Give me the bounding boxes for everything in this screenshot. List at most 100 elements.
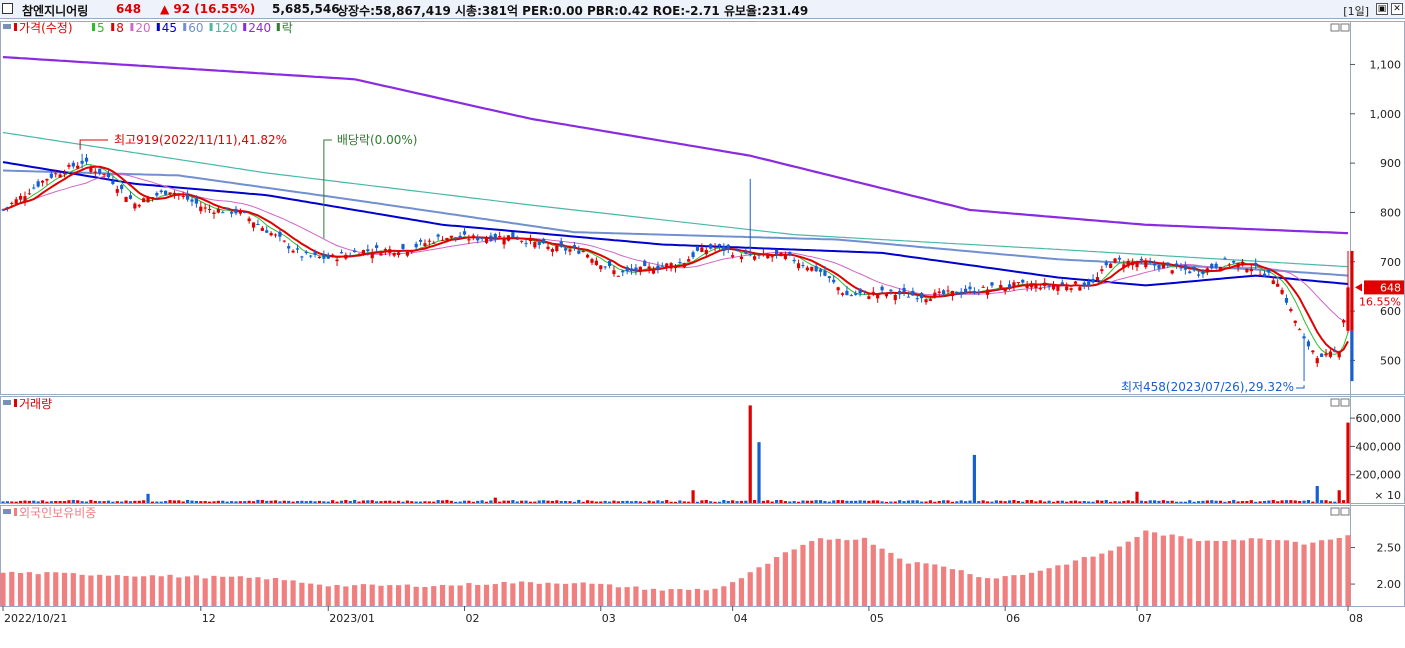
volume-bar	[471, 501, 475, 503]
volume-bar	[520, 500, 524, 503]
foreign-ratio-bar	[941, 566, 947, 606]
candle-body	[410, 250, 414, 252]
candle-body	[331, 254, 335, 257]
candle-body	[111, 180, 115, 184]
foreign-ratio-bar	[404, 584, 410, 606]
volume-bar	[1306, 500, 1311, 503]
volume-bar	[159, 501, 163, 503]
candle-body	[256, 223, 260, 225]
candle-body	[251, 222, 256, 228]
foreign-ratio-bar	[35, 574, 41, 606]
foreign-ratio-bar	[1169, 534, 1175, 606]
volume-bar	[207, 501, 212, 503]
candle-body	[1324, 353, 1328, 356]
candle-body	[23, 196, 27, 202]
candle-body	[471, 235, 475, 237]
volume-bar	[915, 500, 919, 503]
candle-body	[564, 248, 568, 251]
volume-bar	[313, 501, 317, 503]
price-y-tick-label: 700	[1380, 256, 1401, 269]
foreign-ratio-bar	[958, 570, 964, 606]
volume-bar	[269, 500, 273, 503]
period-selector[interactable]: [1일]	[1343, 5, 1369, 18]
volume-bar	[1276, 501, 1280, 503]
select-checkbox[interactable]	[2, 3, 13, 14]
volume-bar	[682, 501, 686, 503]
candle-body	[1056, 285, 1060, 291]
foreign-ratio-bar	[791, 549, 797, 606]
volume-bar	[1289, 500, 1293, 503]
candle-body	[1082, 282, 1086, 287]
current-price-pointer	[1355, 283, 1362, 292]
candle-body	[84, 157, 89, 162]
candle-body	[766, 255, 770, 259]
candle-body	[889, 289, 893, 291]
volume-bar	[1065, 501, 1069, 503]
volume-bar	[594, 501, 598, 503]
candle-body	[1320, 353, 1324, 357]
foreign-panel-title: 외국인보유비중	[19, 506, 96, 520]
ma45-line	[2, 161, 1349, 287]
candle-body	[968, 286, 972, 290]
candle-body	[458, 235, 462, 239]
volume-bar	[810, 500, 814, 503]
volume-bar	[1192, 501, 1196, 503]
volume-bar	[748, 405, 752, 503]
foreign-ratio-bar	[536, 583, 542, 606]
candle-body	[1038, 287, 1042, 290]
volume-bar	[1293, 500, 1297, 503]
candle-body	[194, 198, 198, 204]
close-icon[interactable]: ✕	[1391, 3, 1403, 15]
candle-body	[247, 218, 251, 222]
volume-bar	[1205, 500, 1209, 503]
volume-bar	[375, 501, 379, 503]
foreign-ratio-bar	[492, 584, 498, 606]
volume-bar	[792, 501, 796, 503]
volume-bar	[396, 500, 401, 503]
volume-bar	[977, 501, 981, 503]
candle-body	[326, 254, 330, 259]
restore-icon[interactable]: ▣	[1376, 3, 1388, 15]
volume-bar	[1232, 499, 1236, 503]
foreign-ratio-bar	[1178, 536, 1184, 606]
volume-bar	[1236, 501, 1240, 503]
foreign-ratio-bar	[1345, 535, 1351, 606]
candle-body	[1240, 261, 1245, 266]
foreign-ratio-bar	[580, 582, 586, 606]
panel-handle-icon	[3, 24, 11, 29]
foreign-ratio-bar	[114, 575, 120, 606]
candle-body	[933, 292, 937, 298]
foreign-ratio-bar	[26, 572, 32, 606]
foreign-ratio-bar	[44, 572, 50, 606]
x-axis-label: 12	[202, 612, 216, 625]
candle-body	[49, 173, 53, 178]
foreign-ratio-bar	[668, 589, 674, 606]
candle-body	[418, 239, 423, 242]
candle-body	[1166, 262, 1170, 266]
volume-bar	[361, 500, 366, 503]
candle-body	[1249, 268, 1253, 272]
candle-body	[695, 246, 700, 251]
volume-bar	[410, 501, 414, 503]
candle-body	[634, 267, 638, 272]
volume-bar	[942, 500, 946, 503]
foreign-ratio-bar	[897, 558, 903, 606]
foreign-ratio-bar	[694, 588, 701, 606]
candle-body	[260, 227, 264, 231]
panel-handle-icon	[3, 400, 11, 405]
candle-body	[1293, 320, 1297, 323]
candle-body	[1073, 281, 1078, 284]
volume-bar	[1245, 501, 1249, 503]
foreign-ratio-bar	[1081, 557, 1087, 606]
candle-body	[981, 286, 985, 288]
candle-body	[594, 260, 598, 265]
candle-body	[801, 265, 805, 267]
volume-bar	[1302, 500, 1306, 503]
candle-body	[726, 244, 730, 250]
volume-bar	[423, 501, 427, 503]
candle-body	[45, 178, 49, 181]
candle-body	[177, 194, 181, 196]
legend-item: 120	[215, 21, 238, 35]
candle-body	[282, 240, 286, 242]
volume-bar	[766, 500, 770, 503]
